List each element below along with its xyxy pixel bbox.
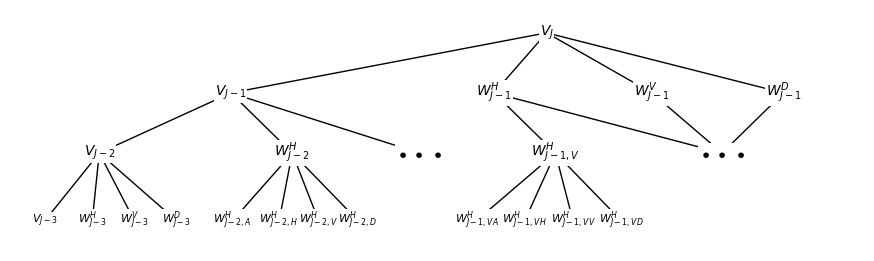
Text: $V_J$: $V_J$ (539, 24, 554, 42)
Text: $W_{J-1,VV}^{H}$: $W_{J-1,VV}^{H}$ (551, 210, 595, 232)
Text: $W_{J-1,VH}^{H}$: $W_{J-1,VH}^{H}$ (503, 210, 547, 232)
Text: $V_{J-2}$: $V_{J-2}$ (84, 144, 115, 162)
Text: $W_{J-3}^V$: $W_{J-3}^V$ (120, 210, 149, 232)
Text: $W_{J-1,VD}^{H}$: $W_{J-1,VD}^{H}$ (599, 210, 643, 232)
Text: $W_{J-1,V}^{H}$: $W_{J-1,V}^{H}$ (531, 141, 579, 165)
Text: $W_{J-2,V}^{H}$: $W_{J-2,V}^{H}$ (299, 210, 338, 232)
Text: $W_{J-1}^V$: $W_{J-1}^V$ (634, 81, 669, 105)
Text: $W_{J-1}^H$: $W_{J-1}^H$ (476, 81, 512, 105)
Text: $W_{J-3}^H$: $W_{J-3}^H$ (78, 210, 107, 232)
Text: $\bullet\bullet\bullet$: $\bullet\bullet\bullet$ (396, 144, 443, 163)
Text: $W_{J-1,VA}^{H}$: $W_{J-1,VA}^{H}$ (454, 210, 498, 232)
Text: $\bullet\bullet\bullet$: $\bullet\bullet\bullet$ (698, 144, 746, 163)
Text: $W_{J-1}^D$: $W_{J-1}^D$ (766, 81, 801, 105)
Text: $W_{J-2,A}^{H}$: $W_{J-2,A}^{H}$ (213, 210, 252, 232)
Text: $W_{J-2}^H$: $W_{J-2}^H$ (274, 141, 310, 165)
Text: $V_{J-3}$: $V_{J-3}$ (32, 212, 58, 229)
Text: $W_{J-2,H}^{H}$: $W_{J-2,H}^{H}$ (260, 210, 299, 232)
Text: $V_{J-1}$: $V_{J-1}$ (215, 84, 246, 102)
Text: $W_{J-2,D}^{H}$: $W_{J-2,D}^{H}$ (338, 210, 378, 232)
Text: $W_{J-3}^D$: $W_{J-3}^D$ (162, 210, 191, 232)
